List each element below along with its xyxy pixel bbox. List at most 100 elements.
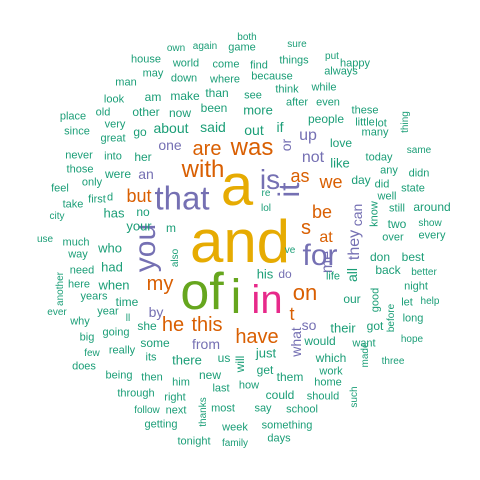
word-home: home <box>314 376 342 389</box>
word-out: out <box>244 122 264 138</box>
word-ll: ll <box>125 313 131 324</box>
word-that: that <box>154 179 210 217</box>
word-if: if <box>276 119 284 135</box>
word-by: by <box>148 304 164 320</box>
word-place: place <box>59 110 87 123</box>
word-state: state <box>401 182 425 195</box>
word-man: man <box>115 76 137 89</box>
word-getting: getting <box>144 418 178 431</box>
word-see: see <box>244 89 262 102</box>
word-say: say <box>254 402 272 415</box>
word-people: people <box>307 112 345 126</box>
word-been: been <box>200 101 228 115</box>
word-night: night <box>404 280 428 293</box>
word-down: down <box>170 72 198 85</box>
word-make: make <box>170 89 200 103</box>
word-being: being <box>105 369 133 382</box>
word-lol: lol <box>260 203 272 214</box>
word-help: help <box>420 296 440 307</box>
word-than: than <box>205 86 229 100</box>
word-where: where <box>210 73 240 86</box>
word-did: did <box>374 178 390 191</box>
word-years: years <box>80 290 108 303</box>
word-with: with <box>181 156 225 183</box>
word-going: going <box>102 326 130 339</box>
word-one: one <box>158 137 182 153</box>
word-about: about <box>153 120 189 136</box>
word-she: she <box>137 319 157 333</box>
word-such: such <box>349 386 360 408</box>
word-few: few <box>84 348 100 359</box>
word-over: over <box>382 231 404 244</box>
word-days: days <box>267 432 291 445</box>
word-at: at <box>319 229 333 246</box>
word-week: week <box>222 421 248 434</box>
word-no: no <box>136 205 150 219</box>
word-think: think <box>275 83 299 96</box>
word-can: can <box>349 203 365 227</box>
word-and: and <box>189 208 291 275</box>
word-because: because <box>251 70 293 83</box>
word-there: there <box>172 352 202 368</box>
word-s: s <box>301 217 311 239</box>
word-we: we <box>319 172 343 192</box>
word-only: only <box>81 176 103 189</box>
word-last: last <box>212 382 230 395</box>
word-ever: ever <box>47 307 67 318</box>
word-but: but <box>126 186 152 206</box>
word-love: love <box>329 136 353 150</box>
word-many: many <box>361 126 389 139</box>
word-best: best <box>401 250 425 264</box>
word-now: now <box>168 106 192 120</box>
word-who: who <box>98 240 122 256</box>
word-find: find <box>250 59 268 72</box>
word-got: got <box>366 319 384 333</box>
word-game: game <box>228 41 256 54</box>
word-same: same <box>406 145 432 156</box>
word-always: always <box>324 65 358 78</box>
word-re: re <box>261 188 271 199</box>
word-really: really <box>108 344 136 357</box>
word-them: them <box>276 370 304 384</box>
word-very: very <box>104 118 126 131</box>
word-m: m <box>166 221 176 235</box>
word-ve: ve <box>284 245 296 256</box>
word-three: three <box>381 356 405 367</box>
word-should: should <box>306 390 340 403</box>
word-like: like <box>330 155 350 171</box>
word-need: need <box>69 264 95 277</box>
word-be: be <box>311 202 333 222</box>
word-when: when <box>98 277 130 293</box>
word-things: things <box>279 54 309 67</box>
word-d: d <box>106 191 114 204</box>
word-first: first <box>88 193 106 206</box>
word-from: from <box>192 336 220 352</box>
word-even: even <box>316 96 340 109</box>
word-city: city <box>49 211 65 222</box>
word-today: today <box>365 151 393 164</box>
word-they: they <box>346 229 363 261</box>
word-back: back <box>375 263 401 277</box>
word-still: still <box>389 202 405 215</box>
word-had: had <box>101 259 123 275</box>
word-their: their <box>330 320 356 336</box>
word-lot: lot <box>375 117 387 130</box>
word-on: on <box>292 280 318 305</box>
word-in: in <box>251 278 283 322</box>
word-has: has <box>103 205 125 221</box>
word-show: show <box>418 218 442 229</box>
word-would: would <box>304 334 336 348</box>
word-again: again <box>192 41 218 52</box>
word-great: great <box>100 132 126 145</box>
word-is: is <box>259 164 281 195</box>
word-thanks: thanks <box>198 397 209 427</box>
word-hope: hope <box>400 334 424 345</box>
word-want: want <box>352 337 376 350</box>
word-some: some <box>140 336 170 350</box>
word-then: then <box>141 371 163 384</box>
word-family: family <box>221 438 249 449</box>
word-two: two <box>387 217 407 231</box>
word-my: my <box>146 273 174 295</box>
word-us: us <box>217 351 231 365</box>
